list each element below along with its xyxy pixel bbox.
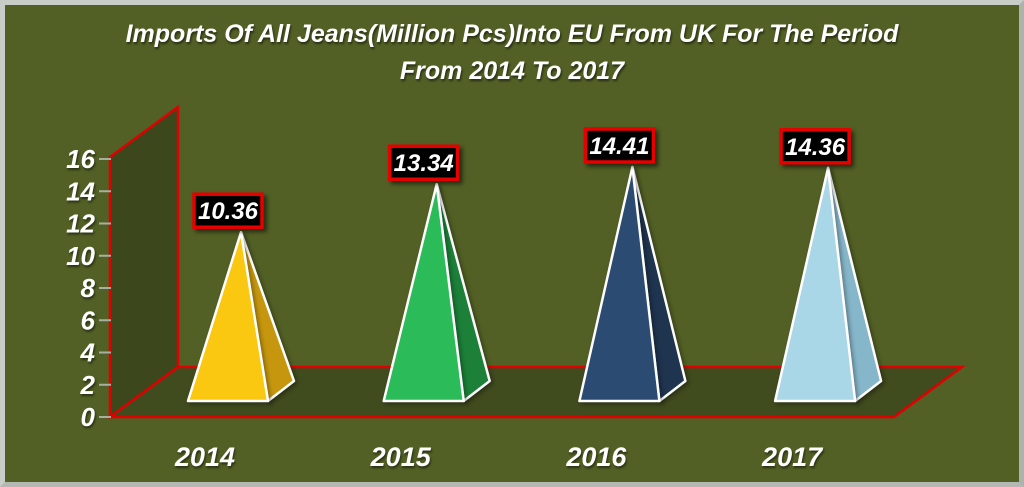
y-axis-label-14: 14 [66,176,95,206]
x-axis-label-2016: 2016 [565,442,627,472]
value-label-2017: 14.36 [779,128,851,165]
chart-title-line-1: Imports Of All Jeans(Million Pcs)Into EU… [125,20,899,48]
y-axis-label-2: 2 [80,370,96,400]
pyramid-2015-front-face [382,182,465,403]
x-axis-label-2014: 2014 [174,442,235,472]
y-axis-label-12: 12 [66,209,95,239]
y-axis-label-16: 16 [66,144,95,174]
floor [106,365,966,419]
value-label-2015: 13.34 [387,144,460,181]
chart-title-line-2: From 2014 To 2017 [399,57,625,85]
y-axis-label-4: 4 [80,338,96,368]
y-axis-label-10: 10 [66,241,95,271]
value-label-text: 14.36 [785,134,846,161]
value-label-box [779,128,851,165]
value-label-text: 14.41 [589,133,649,160]
value-label-text: 13.34 [394,150,454,177]
chart-background: Imports Of All Jeans(Million Pcs)Into EU… [5,5,1019,482]
value-label-box [583,127,656,164]
pyramid-2014-front-face [186,230,270,403]
left-wall [108,104,180,420]
value-label-box [387,144,460,181]
pyramid-2016-front-face [578,165,661,403]
chart-title: Imports Of All Jeans(Million Pcs)Into EU… [5,16,1019,90]
y-axis-label-6: 6 [81,305,96,335]
value-label-2016: 14.41 [583,127,656,164]
pyramid-2017-front-face [773,166,857,403]
y-axis-label-0: 0 [81,402,96,432]
x-axis-label-2017: 2017 [761,442,824,472]
x-axis-label-2015: 2015 [370,442,432,472]
y-axis-label-8: 8 [81,273,96,303]
value-label-2014: 10.36 [192,192,264,229]
value-label-box [192,192,264,229]
value-label-text: 10.36 [198,198,259,225]
